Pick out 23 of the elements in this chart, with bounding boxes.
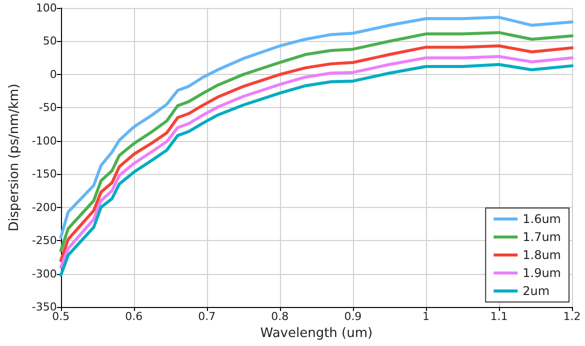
legend-label: 1.6um [522, 212, 562, 226]
y-tick-label: -200 [32, 200, 57, 214]
x-tick-label: 0.8 [271, 310, 289, 323]
y-tick-label: -250 [32, 234, 57, 248]
x-tick-label: 1.1 [490, 310, 508, 323]
x-tick-label: 0.6 [125, 310, 143, 323]
legend-label: 1.7um [522, 230, 562, 244]
y-tick-label: -150 [32, 168, 57, 181]
x-tick-label: 1 [422, 310, 430, 323]
y-tick-label: 0 [50, 68, 57, 81]
y-tick-label: -100 [32, 134, 57, 148]
y-axis-title: Dispersion (ps/nm/km) [7, 84, 22, 232]
legend-label: 1.8um [522, 248, 562, 262]
y-tick-label: -50 [38, 101, 57, 114]
x-tick-label: 0.7 [198, 310, 216, 323]
x-tick-label: 1.2 [563, 310, 581, 323]
y-tick-label: -300 [32, 267, 57, 280]
y-tick-label: 100 [36, 2, 57, 14]
x-tick-label: 0.9 [344, 310, 362, 323]
x-axis-title: Wavelength (um) [260, 326, 373, 341]
y-tick-label: 50 [42, 34, 57, 48]
legend-label: 1.9um [522, 266, 562, 280]
legend-label: 2um [522, 284, 550, 298]
